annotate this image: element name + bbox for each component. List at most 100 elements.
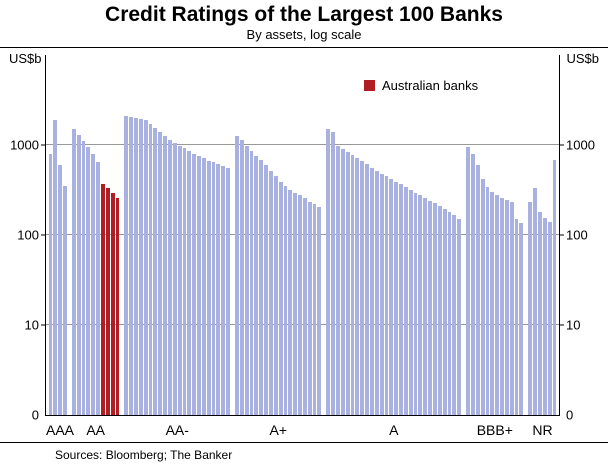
bar-bank — [340, 149, 345, 415]
legend-label: Australian banks — [382, 78, 479, 93]
gridline-100 — [46, 234, 559, 235]
bar-bank — [158, 131, 163, 415]
bar-bank — [403, 187, 408, 415]
bar-group-NR: NR — [526, 55, 559, 438]
bar-bank — [124, 116, 129, 415]
bar-bank — [302, 198, 307, 415]
bar-bank — [423, 198, 428, 415]
bar-bank — [331, 131, 336, 415]
bar-bank — [182, 148, 187, 415]
bar-bank — [81, 141, 86, 415]
bar-bank — [307, 201, 312, 415]
y-tick-mark-right-10 — [559, 324, 564, 326]
bar-bank — [547, 221, 552, 415]
chart-header: Credit Ratings of the Largest 100 Banks … — [0, 0, 608, 48]
bar-bank — [509, 202, 514, 415]
bar-bank — [86, 147, 91, 415]
x-axis-label-A: A — [389, 422, 399, 438]
bar-bank — [153, 127, 158, 415]
y-tick-label-left-0: 0 — [31, 407, 39, 423]
bar-bank — [317, 206, 322, 415]
bar-bank — [143, 119, 148, 415]
bar-australian-bank — [115, 198, 120, 415]
bar-bank — [345, 151, 350, 415]
bar-bank — [269, 170, 273, 415]
bar-bank — [148, 124, 153, 415]
bar-bank — [365, 164, 369, 415]
bar-bank — [201, 158, 206, 415]
bar-group-A+: A+ — [233, 55, 324, 438]
bar-bank — [235, 136, 239, 415]
bar-bank — [500, 197, 504, 415]
bar-bank — [379, 173, 384, 415]
bar-australian-bank — [100, 183, 105, 415]
bar-bank — [374, 170, 379, 415]
bar-bank — [134, 117, 138, 415]
legend: Australian banks — [364, 78, 478, 93]
bar-bank — [48, 153, 53, 415]
y-tick-label-left-10: 10 — [24, 317, 39, 333]
bar-bank — [91, 153, 96, 415]
y-tick-label-right-100: 100 — [566, 227, 588, 243]
bar-bank — [408, 190, 413, 415]
bar-bank — [216, 164, 221, 415]
bar-bank — [326, 129, 331, 415]
plot-area: 1000 1000 100 100 10 10 0 0 AAA AA AA- A+ A BBB+ NR A… — [10, 55, 595, 438]
bar-bank — [514, 219, 519, 415]
bar-bank — [355, 157, 360, 415]
bar-bank — [197, 156, 201, 415]
bar-bank — [350, 154, 355, 415]
y-tick-mark-left-100 — [41, 234, 46, 236]
bar-bank — [485, 187, 490, 415]
bar-australian-bank — [105, 188, 110, 415]
chart-subtitle: By assets, log scale — [246, 27, 362, 43]
gridline-1000 — [46, 144, 559, 145]
bar-bank — [399, 184, 403, 415]
bar-bank — [533, 188, 538, 415]
bar-australian-bank — [110, 192, 115, 415]
bar-bank — [254, 155, 259, 415]
x-axis-label-AAA: AAA — [46, 422, 75, 438]
bar-bank — [437, 206, 442, 415]
bar-bank — [471, 153, 475, 415]
bar-bank — [129, 116, 134, 415]
gridline-10 — [46, 324, 559, 325]
bar-group-BBB+: BBB+ — [464, 55, 526, 438]
bar-bank — [490, 192, 495, 415]
bar-bank — [394, 181, 399, 415]
x-axis-label-NR: NR — [532, 422, 553, 438]
bar-bank — [442, 208, 447, 415]
bar-bank — [495, 194, 500, 415]
y-tick-label-right-0: 0 — [566, 407, 574, 423]
bar-bank — [466, 147, 471, 415]
bar-group-A: A — [324, 55, 464, 438]
bar-bank — [538, 212, 542, 415]
x-axis-label-AA-: AA- — [165, 422, 189, 438]
y-tick-mark-right-100 — [559, 234, 564, 236]
bar-bank — [542, 217, 547, 415]
bar-bank — [239, 139, 244, 415]
y-tick-mark-left-1000 — [41, 144, 46, 146]
y-tick-mark-left-10 — [41, 324, 46, 326]
bar-bank — [475, 164, 480, 415]
bar-bank — [244, 145, 249, 415]
bar-bank — [480, 178, 485, 415]
bar-bank — [71, 129, 76, 415]
bar-bank — [63, 186, 67, 415]
bar-bank — [187, 150, 192, 415]
bar-bank — [168, 139, 172, 415]
x-axis-label-AA: AA — [86, 422, 105, 438]
bar-bank — [172, 143, 177, 415]
y-tick-label-right-1000: 1000 — [566, 137, 595, 153]
bars-row: AAA AA AA- A+ A BBB+ NR — [46, 55, 559, 438]
bar-bank — [312, 204, 317, 415]
bar-bank — [360, 161, 365, 415]
bar-bank — [457, 219, 462, 415]
y-tick-mark-right-1000 — [559, 144, 564, 146]
y-tick-label-left-1000: 1000 — [10, 137, 39, 153]
x-axis-label-A+: A+ — [269, 422, 288, 438]
chart-title: Credit Ratings of the Largest 100 Banks — [105, 3, 503, 26]
bar-bank — [96, 161, 100, 415]
bar-bank — [389, 178, 394, 415]
bar-bank — [418, 195, 423, 415]
